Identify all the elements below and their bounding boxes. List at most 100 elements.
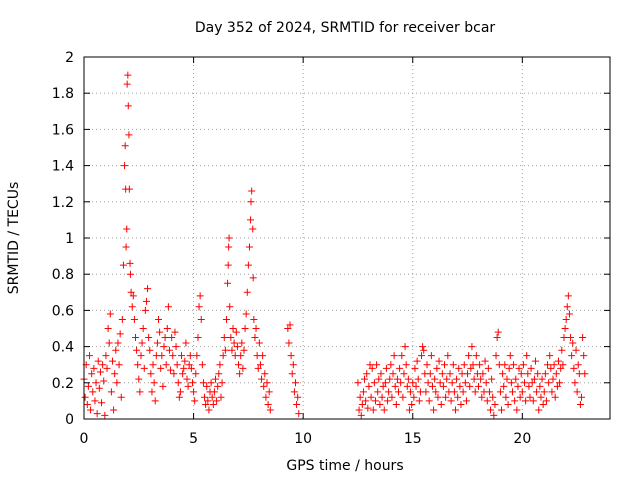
- data-point: [542, 397, 550, 405]
- data-point: [255, 339, 263, 347]
- data-point: [163, 325, 171, 332]
- data-point: [107, 388, 115, 396]
- data-point: [453, 375, 461, 383]
- data-point: [500, 382, 508, 390]
- data-point: [514, 382, 522, 390]
- data-point: [121, 162, 129, 170]
- data-point: [225, 243, 233, 251]
- data-point: [511, 397, 519, 405]
- data-point: [291, 379, 299, 387]
- data-point: [456, 382, 464, 390]
- x-tick-label: 20: [513, 431, 531, 447]
- x-tick-label: 15: [404, 431, 422, 447]
- data-point: [426, 370, 434, 378]
- grid-lines: [84, 57, 610, 419]
- data-point: [263, 379, 271, 387]
- data-point: [117, 393, 125, 401]
- y-tick-label: 1.8: [52, 86, 74, 102]
- data-point: [524, 370, 532, 378]
- data-point: [527, 364, 535, 372]
- data-point: [487, 406, 495, 414]
- data-point: [249, 274, 257, 282]
- data-point: [95, 384, 103, 392]
- data-point: [84, 382, 92, 390]
- data-point: [124, 71, 132, 79]
- data-point: [412, 382, 420, 390]
- data-point: [494, 328, 502, 336]
- data-point: [379, 382, 387, 390]
- data-point: [241, 325, 249, 332]
- data-point: [125, 131, 133, 139]
- data-point: [446, 370, 454, 378]
- data-point: [96, 368, 104, 376]
- data-point: [385, 388, 393, 396]
- data-point: [482, 379, 490, 387]
- data-point: [199, 379, 207, 387]
- data-point: [171, 328, 179, 336]
- data-point: [197, 315, 205, 323]
- data-point: [538, 375, 546, 383]
- data-point: [210, 388, 218, 396]
- data-point: [444, 352, 452, 360]
- data-point: [90, 364, 98, 372]
- data-points: [80, 71, 589, 419]
- y-tick-label: 1.4: [52, 159, 74, 175]
- data-point: [564, 292, 572, 300]
- data-point: [102, 352, 110, 360]
- data-point: [265, 388, 273, 396]
- data-point: [422, 388, 430, 396]
- data-point: [204, 397, 212, 405]
- data-point: [193, 352, 201, 360]
- data-point: [562, 315, 570, 323]
- data-point: [153, 339, 161, 347]
- y-tick-label: 1.2: [52, 195, 74, 211]
- data-point: [545, 379, 553, 387]
- data-point: [438, 370, 446, 378]
- data-point: [188, 379, 196, 387]
- data-point: [218, 379, 226, 387]
- data-point: [110, 406, 118, 414]
- data-point: [105, 339, 113, 347]
- data-point: [403, 382, 411, 390]
- data-point: [436, 379, 444, 387]
- data-point: [552, 370, 560, 378]
- y-tick-label: 0.6: [52, 303, 74, 319]
- data-point: [173, 361, 181, 369]
- data-point: [99, 361, 107, 369]
- data-point: [376, 401, 384, 409]
- data-point: [190, 388, 198, 396]
- data-point: [256, 361, 264, 369]
- data-point: [91, 397, 99, 405]
- data-point: [528, 379, 536, 387]
- data-point: [294, 393, 302, 401]
- data-point: [159, 382, 167, 390]
- data-point: [468, 343, 476, 351]
- data-point: [252, 325, 260, 332]
- data-point: [134, 361, 142, 369]
- x-tick-label: 0: [80, 431, 89, 447]
- data-point: [567, 334, 575, 342]
- data-point: [122, 243, 130, 251]
- data-point: [205, 406, 213, 414]
- data-point: [196, 292, 204, 300]
- data-point: [477, 375, 485, 383]
- data-point: [214, 382, 222, 390]
- data-point: [400, 370, 408, 378]
- data-point: [295, 410, 303, 418]
- data-point: [370, 379, 378, 387]
- data-point: [98, 399, 106, 407]
- data-point: [264, 401, 272, 409]
- data-point: [135, 375, 143, 383]
- data-point: [496, 388, 504, 396]
- data-point: [157, 364, 165, 372]
- data-point: [393, 375, 401, 383]
- y-tick-label: 0.4: [52, 340, 74, 356]
- data-point: [547, 364, 555, 372]
- x-axis-ticks: 0 5 10 15 20: [80, 57, 531, 447]
- data-point: [521, 379, 529, 387]
- data-point: [229, 325, 237, 332]
- data-point: [247, 216, 255, 224]
- data-point: [217, 393, 225, 401]
- data-point: [454, 393, 462, 401]
- data-point: [405, 406, 413, 414]
